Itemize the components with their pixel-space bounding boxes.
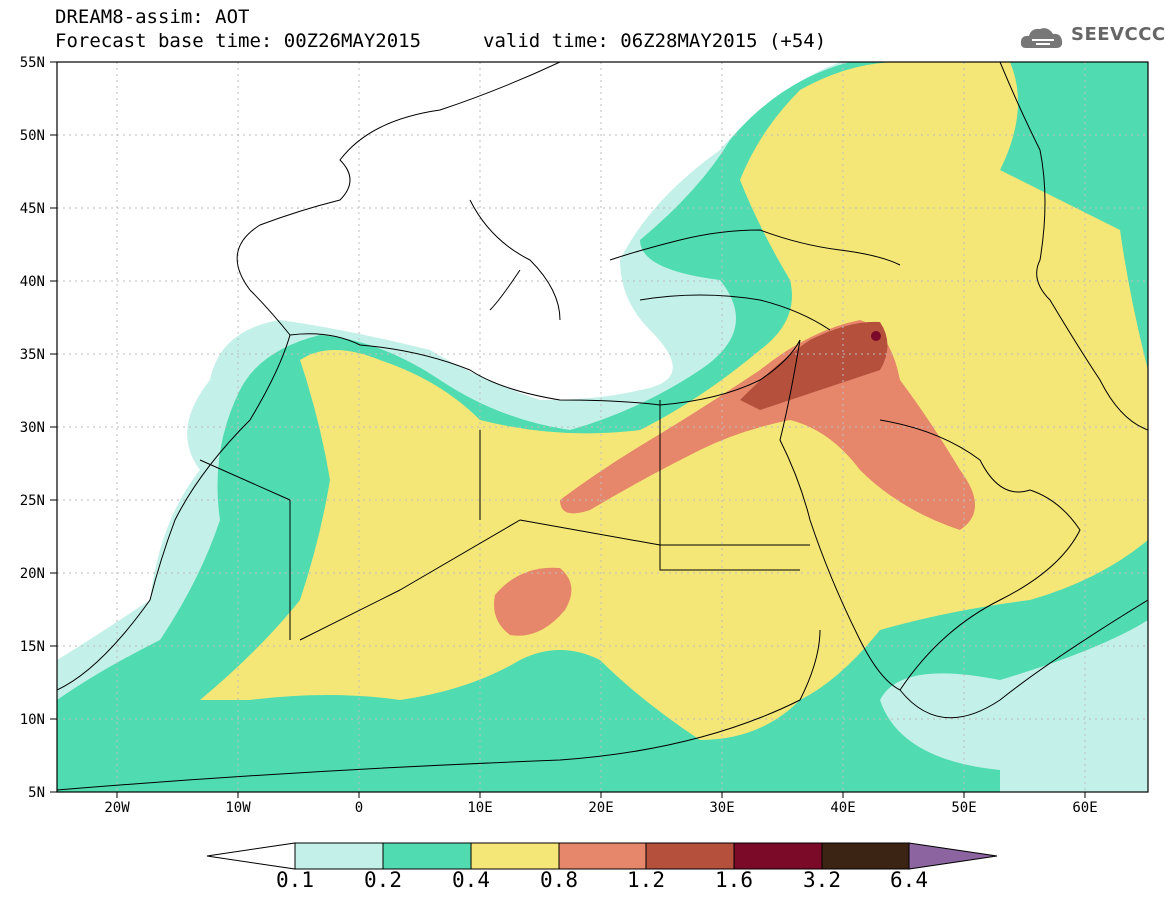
lat-label: 20N	[20, 566, 45, 582]
colorbar-swatch	[821, 842, 910, 870]
colorbar-swatch	[558, 842, 647, 870]
lat-label: 55N	[20, 55, 45, 71]
lon-label: 30E	[709, 800, 734, 816]
lon-label: 20E	[588, 800, 613, 816]
lon-labels: 20W 10W 0 10E 20E 30E 40E 50E 60E	[104, 800, 1097, 816]
colorbar-swatch	[294, 842, 384, 870]
aot-band-0.8-chad	[494, 567, 572, 636]
valid-time: valid time: 06Z28MAY2015 (+54)	[483, 30, 827, 52]
lon-label: 40E	[830, 800, 855, 816]
lon-label: 50E	[951, 800, 976, 816]
lon-label: 60E	[1072, 800, 1097, 816]
lon-label: 0	[355, 800, 363, 816]
lat-label: 10N	[20, 712, 45, 728]
aot-band-0.4	[200, 62, 1148, 740]
lat-label: 50N	[20, 128, 45, 144]
aot-band-1.6-peak	[871, 331, 881, 341]
colorbar-low-arrow	[206, 842, 296, 870]
lat-label: 40N	[20, 274, 45, 290]
lon-label: 10E	[467, 800, 492, 816]
coastlines	[57, 62, 1148, 791]
colorbar-swatch	[382, 842, 472, 870]
lat-labels: 5N 10N 15N 20N 25N 30N 35N 40N 45N 50N 5…	[20, 55, 45, 801]
lon-label: 20W	[104, 800, 130, 816]
lat-label: 30N	[20, 420, 45, 436]
lat-label: 25N	[20, 493, 45, 509]
colorbar-label: 1.2	[627, 868, 665, 892]
base-time: Forecast base time: 00Z26MAY2015	[55, 30, 422, 52]
colorbar-label: 0.1	[276, 868, 314, 892]
colorbar-high-arrow	[908, 842, 998, 870]
product-title: DREAM8-assim: AOT	[55, 6, 250, 28]
colorbar-label: 0.2	[364, 868, 402, 892]
colorbar-label: 6.4	[890, 868, 928, 892]
lat-label: 5N	[28, 785, 45, 801]
colorbar-label: 0.4	[452, 868, 490, 892]
colorbar-swatch	[470, 842, 560, 870]
aot-field	[57, 62, 1148, 792]
lat-label: 15N	[20, 639, 45, 655]
colorbar-label: 1.6	[715, 868, 753, 892]
graticule	[57, 62, 1148, 792]
colorbar-swatch	[645, 842, 735, 870]
cloud-logo-icon	[1020, 28, 1063, 48]
colorbar-swatch	[733, 842, 823, 870]
colorbar	[206, 842, 998, 870]
lon-label: 10W	[225, 800, 251, 816]
aot-band-1.2	[740, 321, 888, 410]
lon-ticks	[116, 792, 1086, 798]
lat-ticks	[50, 61, 57, 793]
lat-label: 45N	[20, 201, 45, 217]
logo-text: SEEVCCC	[1071, 24, 1165, 45]
lat-label: 35N	[20, 347, 45, 363]
colorbar-label: 0.8	[540, 868, 578, 892]
colorbar-label: 3.2	[803, 868, 841, 892]
